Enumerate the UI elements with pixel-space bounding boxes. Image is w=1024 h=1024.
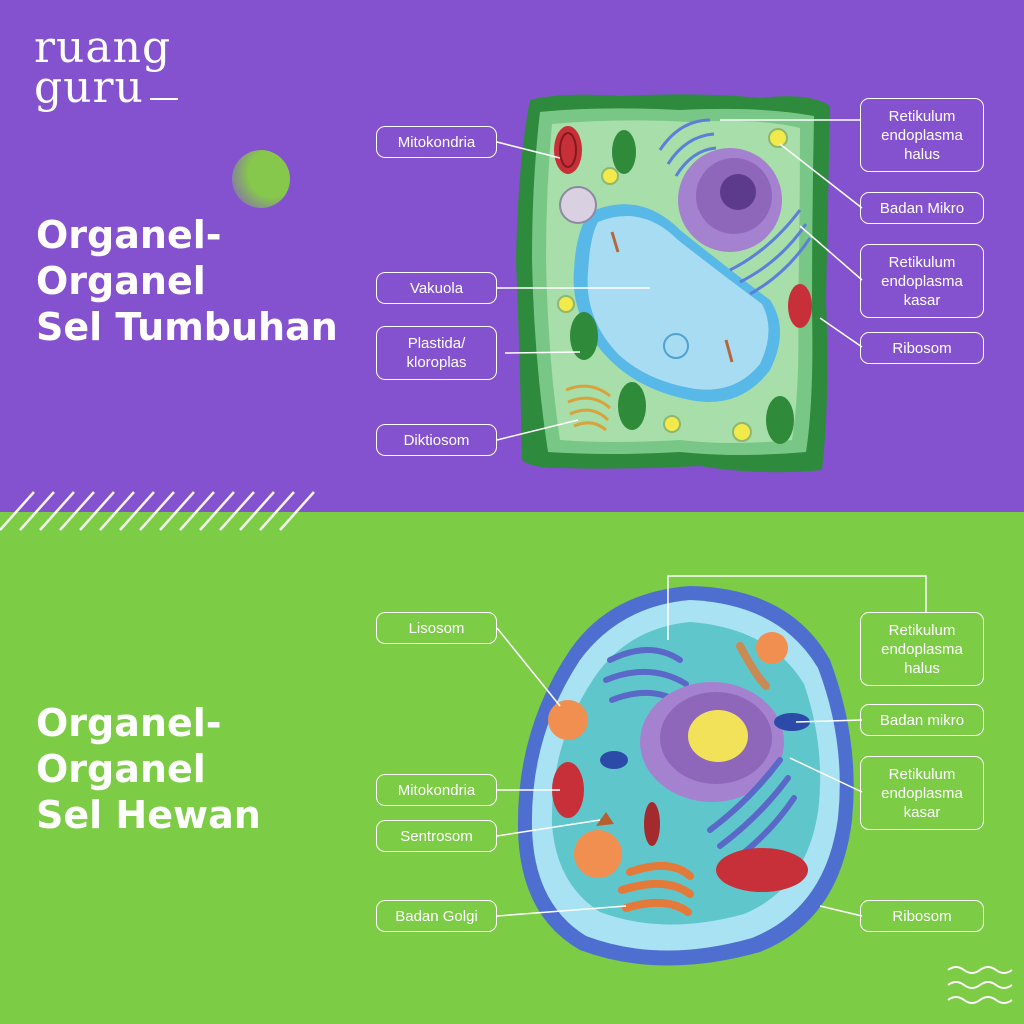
plant-micro-body [601,167,619,185]
wave-decoration [947,966,1013,1004]
plant-mitochondria-cristae [559,132,577,168]
label-plant-badan-mikro: Badan Mikro [860,192,984,224]
logo-underline [150,98,178,100]
centrosome [596,812,614,826]
label-plant-vakuola: Vakuola [376,272,497,304]
animal-nucleolus [688,710,748,762]
plant-er-kasar [729,209,812,296]
animal-mitochondria [552,762,584,818]
plant-nucleolus [720,174,756,210]
animal-title-line-1: Organel- [36,701,222,745]
label-plant-plastida: Plastida/ kloroplas [376,326,497,380]
label-animal-sentrosom: Sentrosom [376,820,497,852]
plant-title-line-1: Organel- [36,213,222,257]
label-plant-ribosom: Ribosom [860,332,984,364]
lysosome-3 [756,632,788,664]
plant-micro-body [768,128,788,148]
label-plant-diktiosom: Diktiosom [376,424,497,456]
animal-leader-lines [496,575,927,917]
diagonal-stripes-decoration [0,491,315,531]
plant-mitochondria [554,126,582,174]
plant-peroxisome [559,186,597,224]
vacuole-crystal [610,231,620,253]
decorative-circle [232,150,290,208]
animal-micro-body [774,713,810,731]
plant-er-halus [658,118,717,177]
logo-line-2: guru [34,62,144,113]
label-animal-ribosom: Ribosom [860,900,984,932]
animal-cell-illustration [517,586,854,966]
animal-mitochondria-small [644,802,660,846]
plant-title-line-3: Sel Tumbuhan [36,305,338,349]
animal-title-line-3: Sel Hewan [36,793,261,837]
animal-micro-body [600,751,628,769]
ruangguru-logo: ruang guru [34,22,172,113]
vacuole-crystal [724,339,734,363]
plant-micro-body [663,415,681,433]
label-plant-mitokondria: Mitokondria [376,126,497,158]
vacuole [587,216,769,390]
label-animal-re-halus: Retikulum endoplasma halus [860,612,984,686]
animal-section-background [0,512,1024,1024]
plastid-3 [618,382,646,430]
animal-title: Organel- Organel Sel Hewan [36,700,261,838]
label-animal-badan-mikro: Badan mikro [860,704,984,736]
plant-dictyosome [565,384,611,432]
plastid-1 [612,130,636,174]
label-animal-re-kasar: Retikulum endoplasma kasar [860,756,984,830]
plastid-2 [570,312,598,360]
label-plant-re-halus: Retikulum endoplasma halus [860,98,984,172]
animal-title-line-2: Organel [36,747,206,791]
plant-leader-lines [496,119,863,441]
plastid-4 [766,396,794,444]
plant-mitochondria-2 [788,284,812,328]
plant-title: Organel- Organel Sel Tumbuhan [36,212,338,350]
lysosome-2 [574,830,622,878]
label-plant-re-kasar: Retikulum endoplasma kasar [860,244,984,318]
label-animal-lisosom: Lisosom [376,612,497,644]
label-animal-badan-golgi: Badan Golgi [376,900,497,932]
vacuole-granule [663,333,689,359]
logo-line-1: ruang [34,22,172,73]
lysosome-1 [548,700,588,740]
golgi-apparatus [618,861,694,916]
animal-mitochondria-large [716,848,808,892]
plant-micro-body [732,422,752,442]
label-animal-mitokondria: Mitokondria [376,774,497,806]
plant-cell-illustration [516,94,830,473]
plant-section-background [0,0,1024,512]
plant-title-line-2: Organel [36,259,206,303]
animal-vesicle [736,642,770,690]
plant-micro-body [557,295,575,313]
